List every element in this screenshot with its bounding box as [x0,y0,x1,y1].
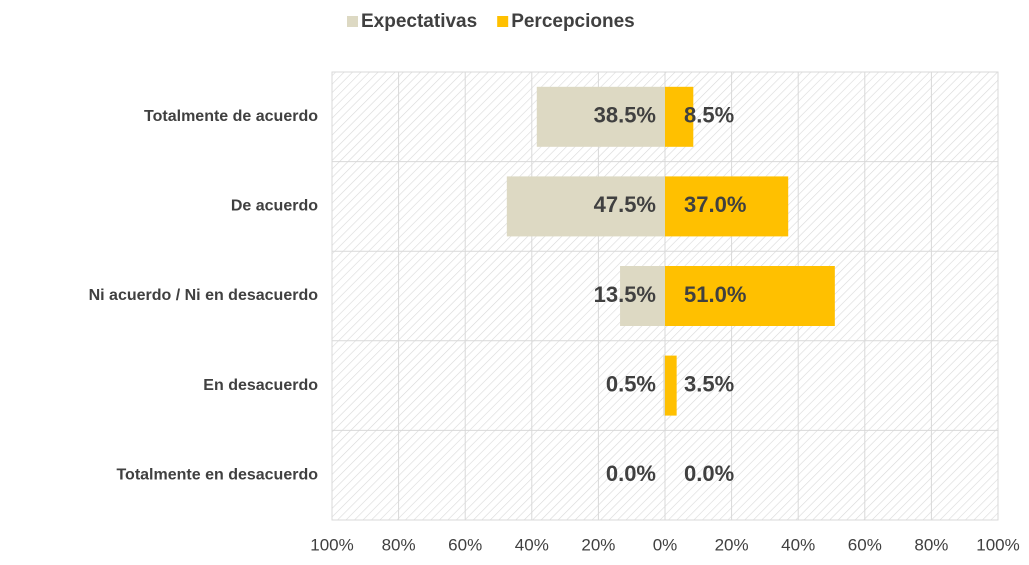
x-tick-label: 40% [781,535,815,554]
bar [665,266,835,326]
y-tick-label: Totalmente de acuerdo [144,108,318,125]
bar [620,266,665,326]
y-tick-label: Totalmente en desacuerdo [116,466,318,483]
x-tick-label: 100% [976,535,1019,554]
legend-label: Percepciones [511,11,635,32]
data-label: 13.5% [594,282,656,307]
data-label: 37.0% [684,192,746,217]
legend-swatch [347,16,358,27]
x-tick-label: 0% [653,535,678,554]
data-label: 3.5% [684,371,734,396]
data-label: 8.5% [684,103,734,128]
data-label: 0.0% [684,461,734,486]
bar [536,86,665,147]
bar [665,86,694,147]
x-tick-label: 100% [310,535,353,554]
x-tick-label: 20% [715,535,749,554]
x-tick-label: 60% [848,535,882,554]
legend-label: Expectativas [361,11,477,32]
bar [665,176,789,237]
data-label: 47.5% [594,192,656,217]
bar [665,355,677,416]
x-tick-label: 20% [581,535,615,554]
data-label: 38.5% [594,103,656,128]
y-tick-label: Ni acuerdo / Ni en desacuerdo [89,287,319,304]
y-tick-label: En desacuerdo [203,377,318,394]
x-tick-label: 80% [914,535,948,554]
y-tick-label: De acuerdo [231,198,318,215]
x-tick-label: 60% [448,535,482,554]
bar [506,176,665,237]
data-label: 0.0% [606,461,656,486]
legend-swatch [497,16,509,27]
x-tick-label: 80% [382,535,416,554]
bar [663,355,665,416]
x-tick-label: 40% [515,535,549,554]
data-label: 51.0% [684,282,746,307]
plot-border [331,71,999,521]
data-label: 0.5% [606,371,656,396]
